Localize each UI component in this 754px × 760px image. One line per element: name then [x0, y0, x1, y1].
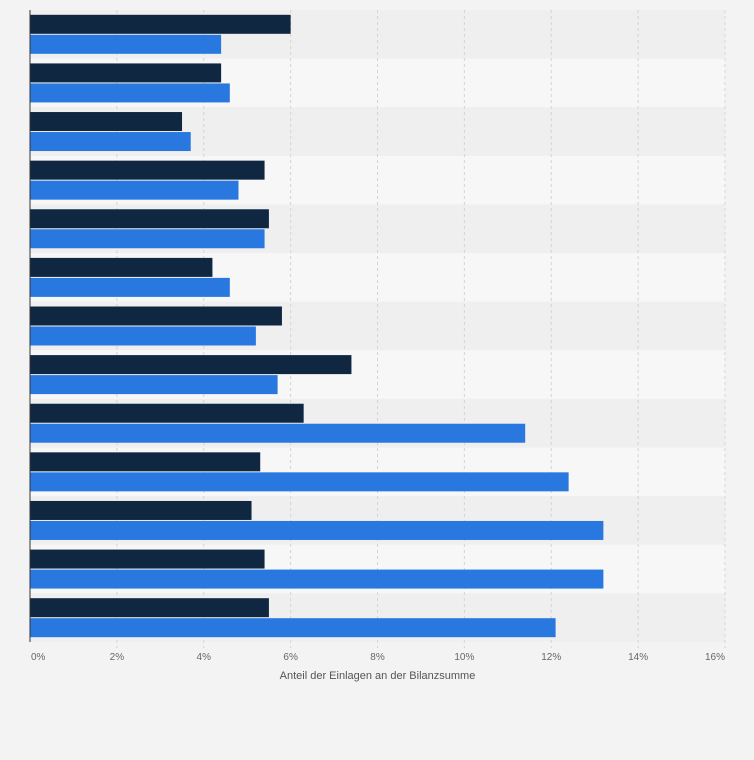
- bars: [30, 14, 604, 638]
- x-tick-label: 16%: [705, 652, 725, 663]
- row-bands: [30, 10, 725, 642]
- x-tick-label: 12%: [541, 652, 561, 663]
- bar-series-1: [30, 209, 269, 229]
- x-axis-title: Anteil der Einlagen an der Bilanzsumme: [280, 670, 476, 682]
- x-tick-label: 14%: [628, 652, 648, 663]
- bar-series-2: [30, 180, 239, 200]
- bar-series-1: [30, 14, 291, 34]
- x-tick-label: 8%: [370, 652, 385, 663]
- x-tick-label: 4%: [197, 652, 212, 663]
- bar-series-1: [30, 306, 282, 326]
- bar-series-2: [30, 326, 256, 346]
- x-axis-ticks: 0% 2% 4% 6% 8% 10% 12% 14% 16%: [31, 652, 725, 663]
- bar-series-2: [30, 618, 556, 638]
- bar-series-2: [30, 375, 278, 395]
- bar-series-2: [30, 34, 222, 54]
- bar-series-2: [30, 83, 230, 103]
- bar-series-1: [30, 598, 269, 618]
- bar-series-2: [30, 229, 265, 249]
- bar-series-1: [30, 500, 252, 520]
- bar-series-1: [30, 403, 304, 423]
- bar-series-1: [30, 355, 352, 375]
- bar-series-1: [30, 452, 261, 472]
- bar-series-2: [30, 472, 569, 492]
- bar-series-2: [30, 132, 191, 152]
- x-tick-label: 6%: [283, 652, 298, 663]
- x-tick-label: 0%: [31, 652, 46, 663]
- bar-series-2: [30, 277, 230, 297]
- x-tick-label: 2%: [110, 652, 125, 663]
- bar-series-1: [30, 257, 213, 277]
- bar-series-1: [30, 112, 183, 132]
- bar-series-1: [30, 160, 265, 180]
- bar-series-2: [30, 520, 604, 540]
- bar-series-2: [30, 423, 526, 443]
- x-tick-label: 10%: [454, 652, 474, 663]
- bar-series-2: [30, 569, 604, 589]
- bar-series-1: [30, 549, 265, 569]
- bar-series-1: [30, 63, 222, 83]
